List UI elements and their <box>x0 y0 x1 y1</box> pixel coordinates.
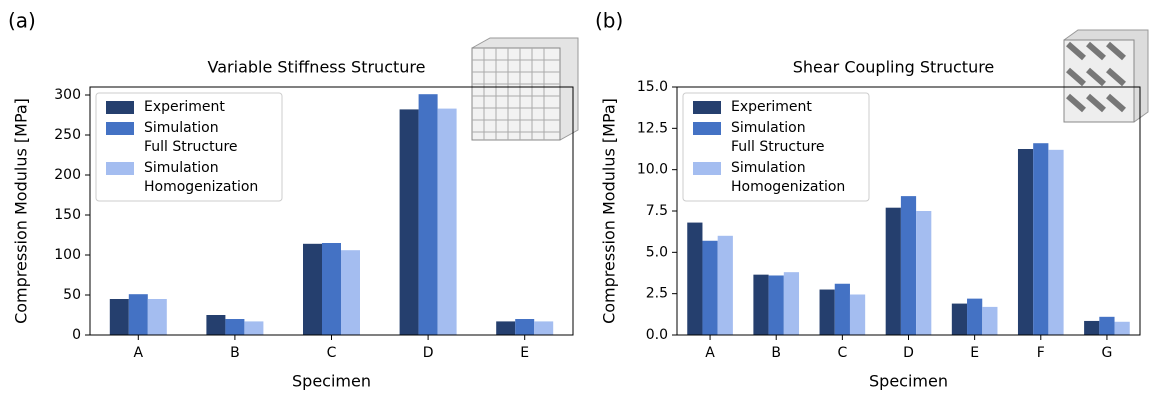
bar <box>341 250 360 335</box>
y-tick-label: 2.5 <box>646 286 668 302</box>
bar <box>496 321 515 335</box>
legend-swatch <box>693 122 721 135</box>
y-tick-label: 5.0 <box>646 244 668 260</box>
bar <box>225 319 244 335</box>
bar <box>901 196 916 335</box>
figure: (a) Variable Stiffness Structure Specimen C… <box>0 0 1152 396</box>
y-tick-label: 200 <box>54 167 81 183</box>
x-tick-label: E <box>970 345 979 361</box>
bar <box>322 243 341 335</box>
chart-title: Variable Stiffness Structure <box>208 58 426 77</box>
legend-label: Experiment <box>731 99 812 115</box>
x-tick-label: E <box>520 345 529 361</box>
y-tick-label: 250 <box>54 127 81 143</box>
bar <box>206 315 225 335</box>
bar <box>886 208 901 335</box>
bar <box>1099 317 1114 335</box>
bar <box>784 272 799 335</box>
y-tick-label: 12.5 <box>637 120 668 136</box>
bar <box>753 275 768 335</box>
legend-swatch <box>693 101 721 114</box>
bar <box>1084 321 1099 335</box>
x-tick-label: D <box>423 345 434 361</box>
x-tick-label: G <box>1101 345 1112 361</box>
chart-title: Shear Coupling Structure <box>793 58 995 77</box>
bar <box>110 299 129 335</box>
bar <box>687 223 702 335</box>
legend-swatch <box>106 122 134 135</box>
legend-swatch <box>693 162 721 175</box>
panel-label: (b) <box>595 9 623 33</box>
bar <box>515 319 534 335</box>
bar <box>419 94 438 335</box>
y-tick-label: 300 <box>54 87 81 103</box>
x-tick-label: B <box>230 345 240 361</box>
legend-swatch <box>106 162 134 175</box>
y-tick-label: 7.5 <box>646 203 668 219</box>
y-tick-label: 10.0 <box>637 162 668 178</box>
bar <box>400 109 419 335</box>
inset-image-a <box>472 38 578 140</box>
bar <box>148 299 167 335</box>
bar <box>1048 150 1063 335</box>
x-tick-label: A <box>134 345 144 361</box>
bar <box>702 241 717 335</box>
x-tick-label: B <box>771 345 781 361</box>
x-tick-label: A <box>705 345 715 361</box>
y-tick-label: 0.0 <box>646 327 668 343</box>
x-tick-label: C <box>837 345 847 361</box>
panel-label: (a) <box>8 9 36 33</box>
bar <box>835 284 850 335</box>
bar <box>244 321 263 335</box>
y-tick-label: 15.0 <box>637 79 668 95</box>
chart: (b) Shear Coupling Structure Specimen Compr… <box>595 9 1140 391</box>
legend-swatch <box>106 101 134 114</box>
x-axis-label: Specimen <box>292 372 371 391</box>
x-tick-label: F <box>1037 345 1045 361</box>
bar <box>820 290 835 335</box>
x-tick-label: D <box>903 345 914 361</box>
inset-image-b <box>1064 30 1148 122</box>
bar <box>129 294 148 335</box>
y-tick-label: 0 <box>72 327 81 343</box>
bar <box>916 211 931 335</box>
y-tick-label: 150 <box>54 207 81 223</box>
x-tick-label: C <box>327 345 337 361</box>
y-axis-label: Compression Modulus [MPa] <box>600 98 619 324</box>
bar <box>1033 143 1048 335</box>
y-tick-label: 100 <box>54 247 81 263</box>
legend-label: Experiment <box>144 99 225 115</box>
bar <box>769 275 784 335</box>
bar <box>303 244 322 335</box>
bar <box>718 236 733 335</box>
bar <box>952 304 967 335</box>
bar <box>1018 149 1033 335</box>
y-axis-label: Compression Modulus [MPa] <box>12 98 31 324</box>
bar <box>1115 322 1130 335</box>
bar <box>967 299 982 335</box>
bar <box>850 294 865 335</box>
x-axis-label: Specimen <box>869 372 948 391</box>
bar <box>982 307 997 335</box>
bar <box>438 109 457 335</box>
bar <box>534 321 553 335</box>
y-tick-label: 50 <box>63 287 81 303</box>
